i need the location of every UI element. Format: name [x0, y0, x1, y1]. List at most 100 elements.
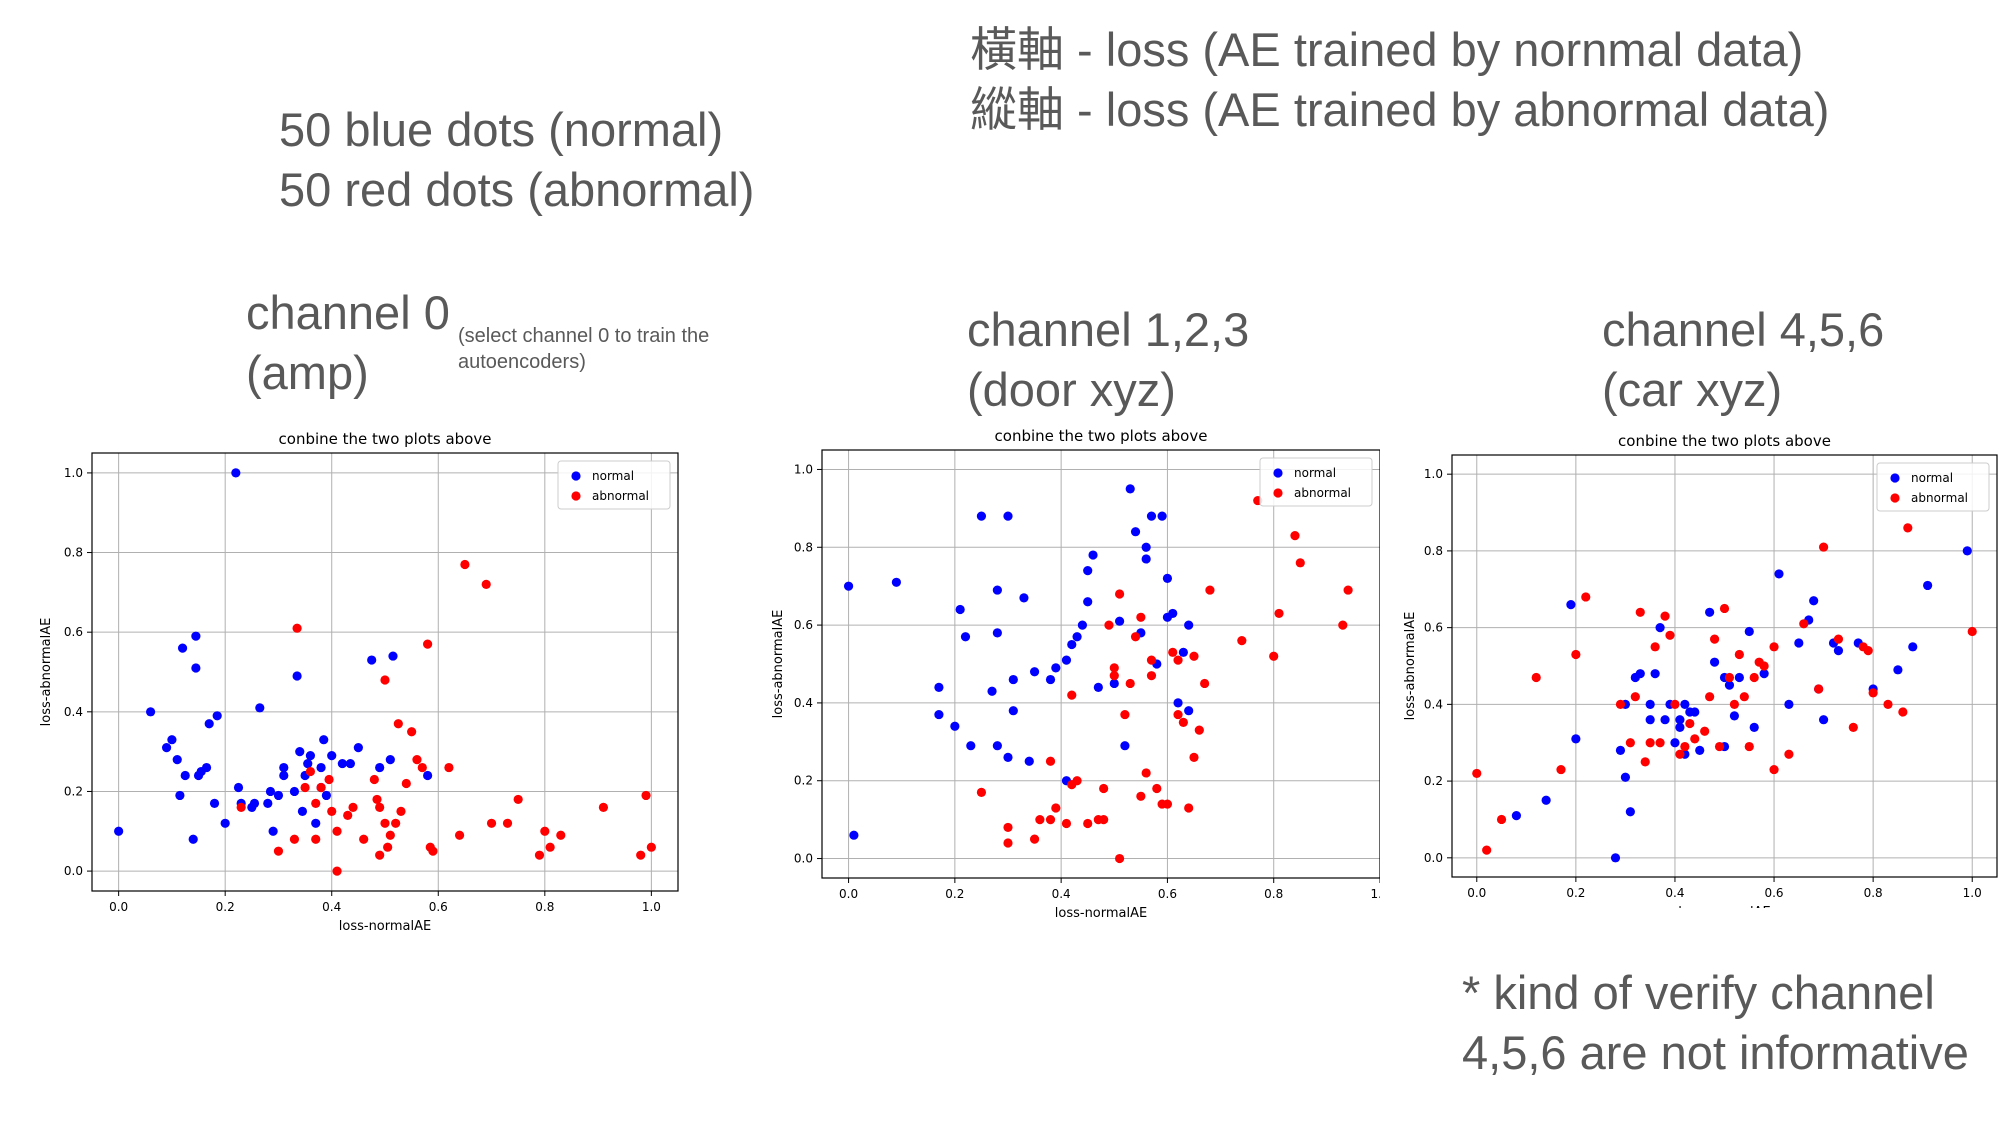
normal-point	[1794, 638, 1804, 648]
abnormal-point	[372, 794, 382, 805]
x-tick-label: 0.8	[1864, 886, 1883, 900]
legend-label-normal: normal	[1911, 471, 1953, 485]
abnormal-point	[1898, 707, 1908, 717]
abnormal-point	[1749, 672, 1759, 683]
abnormal-point	[383, 842, 393, 852]
abnormal-point	[1099, 815, 1109, 825]
abnormal-point	[300, 782, 310, 793]
abnormal-point	[1496, 814, 1507, 825]
abnormal-point	[407, 727, 417, 737]
legend-marker-normal	[1890, 473, 1900, 483]
normal-point	[353, 743, 363, 753]
normal-point	[423, 770, 433, 781]
normal-point	[1093, 682, 1103, 692]
abnormal-point	[391, 818, 401, 828]
abnormal-point	[1120, 709, 1130, 720]
axis-description: 橫軸 - loss (AE trained by nornmal data) 縱…	[970, 20, 1829, 140]
x-tick-label: 0.4	[322, 900, 341, 914]
normal-point	[273, 790, 284, 801]
normal-point	[345, 758, 355, 769]
normal-point	[1744, 626, 1754, 637]
abnormal-point	[1833, 634, 1844, 644]
abnormal-point	[1178, 717, 1188, 727]
abnormal-point	[1061, 818, 1072, 829]
y-tick-label: 0.6	[794, 618, 813, 632]
normal-point	[319, 735, 329, 745]
normal-point	[289, 786, 300, 797]
normal-point	[1184, 620, 1194, 630]
y-tick-label: 0.8	[64, 546, 83, 560]
abnormal-point	[311, 834, 321, 844]
normal-point	[934, 682, 944, 692]
legend-marker-abnormal	[1273, 488, 1283, 498]
legend-marker-normal	[571, 471, 581, 481]
normal-point	[295, 747, 305, 757]
normal-point	[843, 581, 854, 591]
y-tick-label: 0.8	[794, 540, 813, 554]
abnormal-point	[1769, 642, 1779, 652]
normal-point	[1625, 807, 1635, 817]
y-tick-label: 0.4	[1424, 697, 1443, 711]
abnormal-point	[1635, 607, 1645, 617]
normal-point	[1051, 663, 1061, 673]
x-tick-label: 0.6	[1764, 886, 1783, 900]
normal-point	[1083, 566, 1093, 576]
abnormal-point	[1705, 692, 1715, 702]
normal-point	[1645, 715, 1655, 725]
abnormal-point	[1146, 671, 1157, 681]
normal-point	[175, 790, 185, 801]
abnormal-point	[976, 787, 987, 797]
normal-point	[1705, 607, 1715, 617]
abnormal-point	[1799, 619, 1809, 629]
abnormal-point	[1173, 709, 1183, 720]
normal-point	[1615, 745, 1626, 755]
abnormal-point	[1067, 690, 1077, 700]
normal-point	[1635, 669, 1645, 679]
abnormal-point	[1709, 634, 1720, 644]
x-tick-label: 0.8	[535, 900, 554, 914]
abnormal-point	[1003, 822, 1013, 833]
abnormal-point	[396, 806, 406, 816]
normal-point	[1120, 741, 1130, 751]
normal-point	[1908, 642, 1918, 652]
normal-point	[201, 762, 212, 773]
abnormal-point	[369, 774, 379, 785]
normal-point	[1541, 795, 1551, 805]
y-tick-label: 1.0	[64, 466, 83, 480]
legend-label-abnormal: abnormal	[1294, 486, 1351, 500]
normal-point	[1115, 616, 1125, 626]
channel0-remark-line2: autoencoders)	[458, 351, 586, 373]
abnormal-point	[327, 806, 337, 816]
y-tick-label: 1.0	[1424, 467, 1443, 481]
normal-point	[249, 798, 260, 808]
channel0-remark: (select channel 0 to train the autoencod…	[458, 323, 709, 375]
abnormal-point	[1903, 523, 1913, 533]
abnormal-point	[1690, 734, 1700, 744]
normal-point	[305, 751, 316, 761]
abnormal-point	[1237, 636, 1247, 646]
legend-box	[1876, 462, 1990, 512]
x-tick-label: 1.0	[1963, 886, 1982, 900]
normal-point	[1571, 734, 1581, 744]
normal-point	[279, 762, 289, 773]
abnormal-point	[1482, 845, 1492, 855]
abnormal-point	[1136, 612, 1146, 622]
normal-point	[1141, 554, 1151, 564]
normal-point	[1146, 511, 1157, 521]
normal-point	[385, 755, 395, 765]
abnormal-point	[236, 802, 246, 812]
x-tick-label: 1.0	[1370, 887, 1380, 901]
abnormal-point	[636, 850, 646, 860]
legend-box	[557, 460, 671, 510]
normal-point	[1083, 597, 1093, 607]
abnormal-point	[375, 850, 385, 860]
channel456-subtitle: (car xyz)	[1602, 363, 1783, 416]
chart-title: conbine the two plots above	[995, 427, 1208, 445]
abnormal-point	[1769, 764, 1779, 775]
abnormal-point	[305, 766, 316, 777]
normal-point	[268, 826, 278, 836]
normal-point	[1784, 699, 1794, 709]
abnormal-point	[1700, 726, 1710, 736]
abnormal-point	[1141, 768, 1151, 778]
normal-point	[297, 806, 308, 816]
